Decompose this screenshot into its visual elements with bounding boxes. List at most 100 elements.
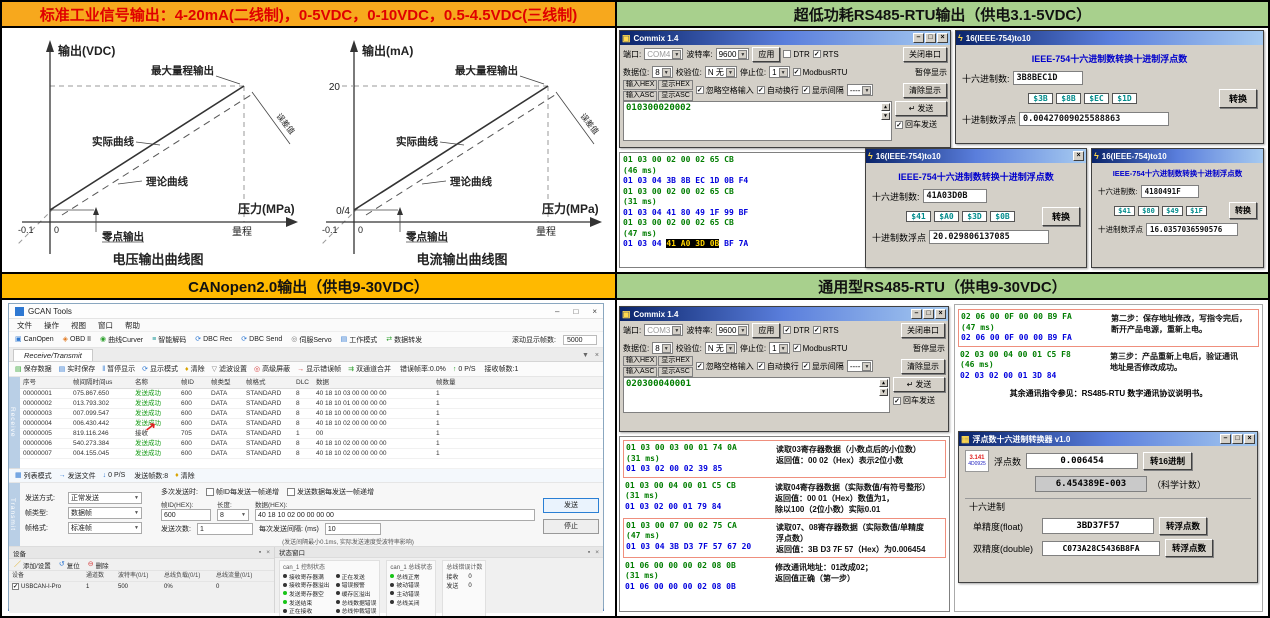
send-input[interactable]: 010300020002 ▲ ▼	[623, 101, 892, 141]
parity-select[interactable]: N 无 ▼	[704, 342, 737, 354]
toolbar-button[interactable]: ▽ 滤波设置	[211, 365, 247, 374]
send-interval-input[interactable]: 10	[324, 523, 381, 535]
column-header[interactable]: 名称	[135, 379, 148, 386]
frame-id-input[interactable]: 600	[161, 509, 211, 521]
gcan-titlebar[interactable]: GCAN Tools – □ ×	[9, 304, 603, 319]
close-port-button[interactable]: 关闭串口	[903, 46, 947, 62]
to-float-button[interactable]: 转浮点数	[1159, 517, 1208, 535]
column-header[interactable]: 帧间隔时间us	[73, 379, 113, 386]
receive-side-tab[interactable]: Receive	[9, 377, 20, 468]
rts-checkbox[interactable]: ✓ RTS	[812, 325, 839, 335]
commix-titlebar[interactable]: ▣ Commix 1.4 – □ ×	[620, 31, 950, 45]
delete-device-button[interactable]: ⊖ 删除	[87, 561, 109, 570]
hex-input[interactable]: 41A03D0B	[922, 189, 987, 203]
minimize-icon[interactable]: –	[913, 33, 924, 43]
send-input[interactable]: 020300040001 ▲ ▼	[623, 377, 890, 413]
minimize-icon[interactable]: –	[555, 306, 560, 316]
pin-icon[interactable]: ▪	[587, 548, 591, 556]
close-icon[interactable]: ×	[592, 306, 597, 316]
table-row[interactable]: 00000004 006.430.442 发送成功 600 DATA STANDARD 8 4…	[23, 420, 440, 427]
decimal-output[interactable]: 0.00427009025588863	[1019, 112, 1170, 126]
stop-button[interactable]: 停止	[543, 519, 599, 534]
toolbar-button[interactable]: ‖ 暂停显示	[102, 365, 136, 374]
enter-send-checkbox[interactable]: ✓ 回车发送	[893, 396, 935, 405]
toolbar-button[interactable]: ▤ 工作模式	[340, 336, 378, 344]
ieee-titlebar[interactable]: ϟ 16(IEEE-754)to10	[956, 31, 1263, 45]
table-row[interactable]: 00000002 013.793.302 发送成功 600 DATA STANDARD 8 4…	[23, 400, 440, 407]
apply-button[interactable]: 应用	[752, 46, 781, 62]
column-header[interactable]: DLC	[296, 379, 310, 386]
to-float-button[interactable]: 转浮点数	[1165, 539, 1214, 557]
maximize-icon[interactable]: □	[925, 33, 936, 43]
baud-select[interactable]: 9600 ▼	[715, 48, 750, 60]
send-button[interactable]: ↵ 发送	[895, 101, 947, 116]
data-increment-checkbox[interactable]: 发送数据每发送一帧递增	[286, 487, 374, 497]
modbus-rtu-checkbox[interactable]: ✓ ModbusRTU	[792, 343, 848, 353]
ignore-space-checkbox[interactable]: ✓ 忽略空格输入	[695, 361, 754, 371]
tab-receive-transmit[interactable]: Receive/Transmit	[13, 349, 93, 361]
menu-item[interactable]: 视图	[71, 320, 86, 330]
port-select[interactable]: COM4 ▼	[644, 48, 684, 60]
menu-item[interactable]: 操作	[44, 320, 59, 330]
table-row[interactable]: 00000005 819.116.246 接收 705 DATA STANDARD 1 00 1	[23, 430, 440, 437]
toolbar-button[interactable]: ↑ 0 P/S	[452, 365, 476, 373]
convert-button[interactable]: 转换	[1218, 89, 1257, 108]
send-button[interactable]: 发送	[543, 498, 599, 513]
toolbar-button[interactable]: ▤ 实时保存	[58, 365, 96, 374]
auto-wrap-checkbox[interactable]: ✓ 自动换行	[756, 85, 799, 95]
modbus-rtu-checkbox[interactable]: ✓ ModbusRTU	[792, 67, 848, 77]
parity-select[interactable]: N 无 ▼	[704, 66, 737, 78]
toolbar-button[interactable]: ▤ 保存数据	[15, 365, 52, 374]
show-interval-checkbox[interactable]: ✓ 显示间隔	[801, 85, 844, 95]
apply-button[interactable]: 应用	[752, 322, 781, 338]
menu-item[interactable]: 文件	[17, 320, 32, 330]
close-icon[interactable]: ×	[937, 33, 948, 43]
toolbar-button[interactable]: ◎ 高级屏蔽	[254, 365, 291, 374]
panel-close-icon[interactable]: ×	[594, 352, 599, 359]
databits-select[interactable]: 8 ▼	[652, 66, 673, 78]
frame-type-select[interactable]: 数据帧 ▼	[68, 507, 142, 519]
column-header[interactable]: 数据	[316, 379, 329, 386]
toolbar-button[interactable]: ⟳ 显示模式	[142, 365, 179, 374]
commix-titlebar[interactable]: ▣ Commix 1.4 – □ ×	[620, 307, 948, 321]
maximize-icon[interactable]: □	[573, 306, 579, 316]
dtr-checkbox[interactable]: ✓ DTR	[783, 325, 810, 335]
databits-select[interactable]: 8 ▼	[652, 342, 673, 354]
toolbar-button[interactable]: ◎ 伺服Servo	[291, 336, 332, 344]
device-checkbox[interactable]: ✓	[12, 583, 19, 590]
hex-input[interactable]: 4180491F	[1140, 185, 1199, 198]
maximize-icon[interactable]: □	[1232, 434, 1243, 444]
table-row[interactable]: 00000001 075.867.650 发送成功 600 DATA STANDARD 8 4…	[23, 390, 440, 397]
data-input[interactable]: 40 18 10 02 00 00 00 00	[255, 509, 535, 521]
single-precision-input[interactable]: 3BD37F57	[1042, 518, 1154, 534]
toolbar-button[interactable]: ⇄ 数据转发	[386, 336, 423, 344]
ieee-titlebar[interactable]: ϟ 16(IEEE-754)to10 ×	[866, 149, 1086, 163]
toolbar-button[interactable]: ◉ 曲线Curver	[100, 336, 144, 344]
convert-button[interactable]: 转换	[1041, 207, 1080, 226]
toolbar-button[interactable]: → 显示错误帧	[297, 365, 342, 374]
rts-checkbox[interactable]: ✓ RTS	[812, 49, 839, 59]
close-icon[interactable]: ×	[266, 549, 270, 556]
to-hex-button[interactable]: 转16进制	[1143, 452, 1192, 470]
toolbar-button[interactable]: 接收帧数:1	[484, 366, 519, 373]
column-header[interactable]: 帧格式	[246, 379, 266, 386]
hex-asc-toggle[interactable]: 输入HEX 显示HEX 输入ASC 显示ASC	[623, 355, 693, 377]
close-icon[interactable]: ×	[1244, 434, 1255, 444]
toolbar-button[interactable]: 发送帧数:8	[134, 472, 169, 480]
baud-select[interactable]: 9600 ▼	[715, 324, 750, 336]
show-interval-checkbox[interactable]: ✓ 显示间隔	[801, 361, 844, 371]
float-value-input[interactable]: 0.006454	[1026, 453, 1139, 469]
clear-display-button[interactable]: 清除显示	[903, 82, 947, 98]
toolbar-button[interactable]: ◈ OBD II	[62, 336, 91, 343]
toolbar-button[interactable]: → 发送文件	[58, 472, 96, 480]
frame-format-select[interactable]: 标准帧 ▼	[68, 522, 142, 534]
ignore-space-checkbox[interactable]: ✓ 忽略空格输入	[695, 85, 754, 95]
maximize-icon[interactable]: □	[923, 309, 934, 319]
toolbar-button[interactable]: ▦ 列表模式	[15, 472, 52, 480]
menu-item[interactable]: 帮助	[125, 320, 140, 330]
auto-wrap-checkbox[interactable]: ✓ 自动换行	[756, 361, 799, 371]
transmit-side-tab[interactable]: Transmit	[9, 483, 20, 546]
stopbits-select[interactable]: 1 ▼	[769, 66, 790, 78]
dtr-checkbox[interactable]: DTR	[783, 50, 810, 59]
toolbar-button[interactable]: ▣ CanOpen	[15, 336, 54, 343]
